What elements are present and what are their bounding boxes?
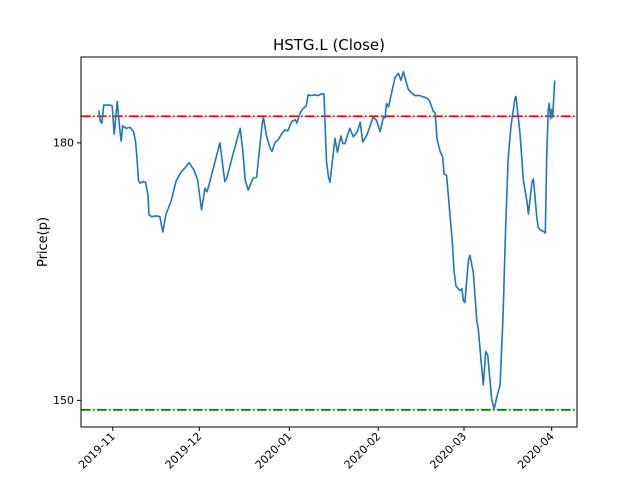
plot-background — [81, 57, 577, 427]
y-axis-label: Price(p) — [36, 217, 51, 267]
x-tick-label: 2020-03 — [427, 430, 469, 472]
close-price-line — [98, 70, 556, 410]
chart-title: HSTG.L (Close) — [273, 36, 385, 54]
x-tick-label: 2019-12 — [163, 430, 205, 472]
y-tick-label: 180 — [53, 136, 74, 149]
x-tick-label: 2019-11 — [76, 430, 118, 472]
x-tick-label: 2020-01 — [253, 430, 295, 472]
plot-area: 180 150 2019-11 2019-12 2020-01 2020-02 2020-0… — [53, 56, 578, 472]
x-tick-label: 2020-02 — [342, 430, 384, 472]
y-tick-label: 150 — [53, 394, 74, 407]
x-tick-label: 2020-04 — [515, 430, 557, 472]
axes-spines — [80, 56, 578, 428]
